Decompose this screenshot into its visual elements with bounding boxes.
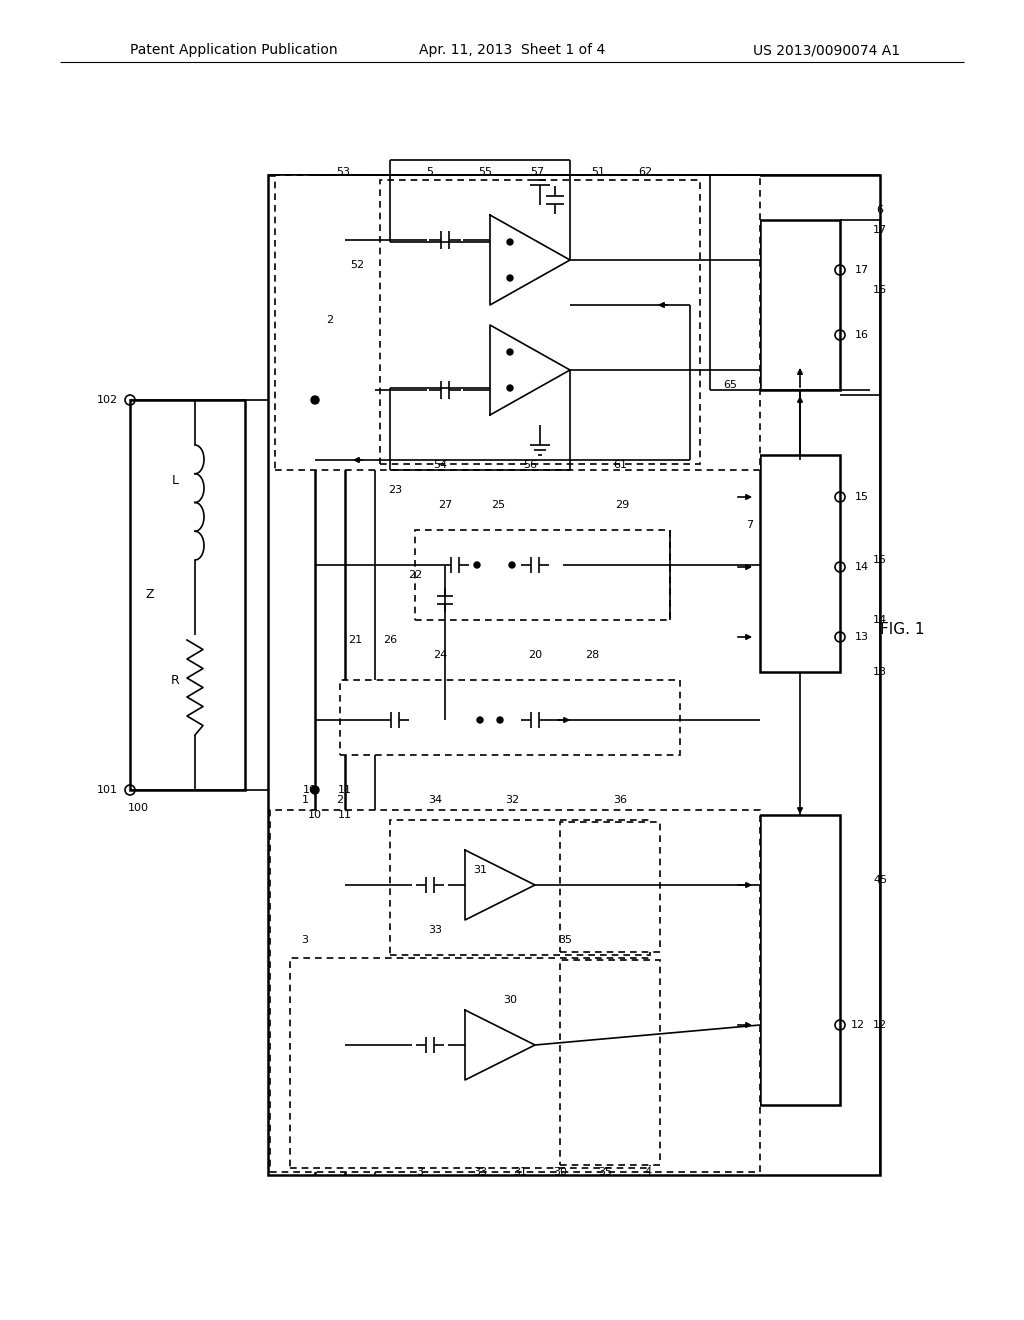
Text: Z: Z	[145, 589, 155, 602]
Text: 13: 13	[855, 632, 869, 642]
Circle shape	[477, 717, 483, 723]
Text: 54: 54	[433, 459, 447, 470]
Text: 2: 2	[337, 795, 344, 805]
Text: 16: 16	[855, 330, 869, 341]
Text: 29: 29	[614, 500, 629, 510]
Text: 12: 12	[851, 1020, 865, 1030]
Text: 57: 57	[530, 168, 544, 177]
Text: 15: 15	[855, 492, 869, 502]
Text: 10: 10	[308, 810, 322, 820]
Text: 25: 25	[490, 500, 505, 510]
Bar	[290, 958, 650, 1168]
Text: 102: 102	[97, 395, 118, 405]
Text: 35: 35	[558, 935, 572, 945]
Text: 55: 55	[478, 168, 492, 177]
Text: 36: 36	[613, 795, 627, 805]
Text: 51: 51	[591, 168, 605, 177]
Text: 31: 31	[513, 1167, 527, 1177]
Text: 22: 22	[408, 570, 422, 579]
Text: 65: 65	[723, 380, 737, 389]
Bar	[760, 220, 840, 389]
Text: 30: 30	[503, 995, 517, 1005]
Bar	[380, 180, 700, 465]
Text: 24: 24	[433, 649, 447, 660]
Bar	[760, 814, 840, 1105]
Bar	[270, 810, 760, 1172]
Text: 56: 56	[523, 459, 537, 470]
Text: 4: 4	[644, 1167, 651, 1177]
Circle shape	[474, 562, 480, 568]
Text: 53: 53	[336, 168, 350, 177]
Bar	[415, 531, 670, 620]
Text: 52: 52	[350, 260, 365, 271]
Circle shape	[507, 385, 513, 391]
Text: 14: 14	[872, 615, 887, 624]
Text: Apr. 11, 2013  Sheet 1 of 4: Apr. 11, 2013 Sheet 1 of 4	[419, 44, 605, 57]
Text: 13: 13	[873, 667, 887, 677]
Text: 5: 5	[427, 168, 433, 177]
Circle shape	[509, 562, 515, 568]
Text: 28: 28	[585, 649, 599, 660]
Bar	[760, 455, 840, 672]
Text: 16: 16	[873, 285, 887, 294]
Bar	[560, 822, 660, 952]
Text: 30: 30	[553, 1167, 567, 1177]
Text: 61: 61	[613, 459, 627, 470]
Circle shape	[311, 785, 319, 795]
Bar	[268, 176, 880, 1175]
Text: 12: 12	[872, 1020, 887, 1030]
Polygon shape	[465, 1010, 535, 1080]
Text: 7: 7	[746, 520, 754, 531]
Text: 20: 20	[528, 649, 542, 660]
Text: 21: 21	[348, 635, 362, 645]
Text: 15: 15	[873, 554, 887, 565]
Text: 33: 33	[473, 1167, 487, 1177]
Bar	[275, 176, 760, 470]
Bar	[560, 960, 660, 1166]
Text: 35: 35	[598, 1167, 612, 1177]
Circle shape	[311, 396, 319, 404]
Text: Patent Application Publication: Patent Application Publication	[130, 44, 338, 57]
Text: 62: 62	[638, 168, 652, 177]
Bar	[390, 820, 650, 954]
Text: 17: 17	[872, 224, 887, 235]
Bar	[130, 400, 245, 789]
Text: 10: 10	[303, 785, 317, 795]
Text: 34: 34	[428, 795, 442, 805]
Text: 101: 101	[97, 785, 118, 795]
Circle shape	[497, 717, 503, 723]
Text: 26: 26	[383, 635, 397, 645]
Text: 3: 3	[301, 935, 308, 945]
Text: 3: 3	[417, 1167, 424, 1177]
Text: 6: 6	[877, 205, 884, 215]
Text: L: L	[171, 474, 178, 487]
Text: 1: 1	[301, 795, 308, 805]
Text: 11: 11	[338, 810, 352, 820]
Circle shape	[507, 239, 513, 246]
Text: R: R	[171, 673, 179, 686]
Text: 100: 100	[128, 803, 148, 813]
Circle shape	[507, 275, 513, 281]
Text: 23: 23	[388, 484, 402, 495]
Text: 17: 17	[855, 265, 869, 275]
Text: 32: 32	[505, 795, 519, 805]
Text: 14: 14	[855, 562, 869, 572]
Polygon shape	[465, 850, 535, 920]
Text: 31: 31	[473, 865, 487, 875]
Text: 2: 2	[327, 315, 334, 325]
Text: FIG. 1: FIG. 1	[880, 623, 925, 638]
Polygon shape	[490, 325, 570, 414]
Text: 27: 27	[438, 500, 453, 510]
Text: 11: 11	[338, 785, 352, 795]
Text: 33: 33	[428, 925, 442, 935]
Polygon shape	[490, 215, 570, 305]
Text: 45: 45	[872, 875, 887, 884]
Text: US 2013/0090074 A1: US 2013/0090074 A1	[753, 44, 900, 57]
Circle shape	[507, 348, 513, 355]
Bar	[340, 680, 680, 755]
